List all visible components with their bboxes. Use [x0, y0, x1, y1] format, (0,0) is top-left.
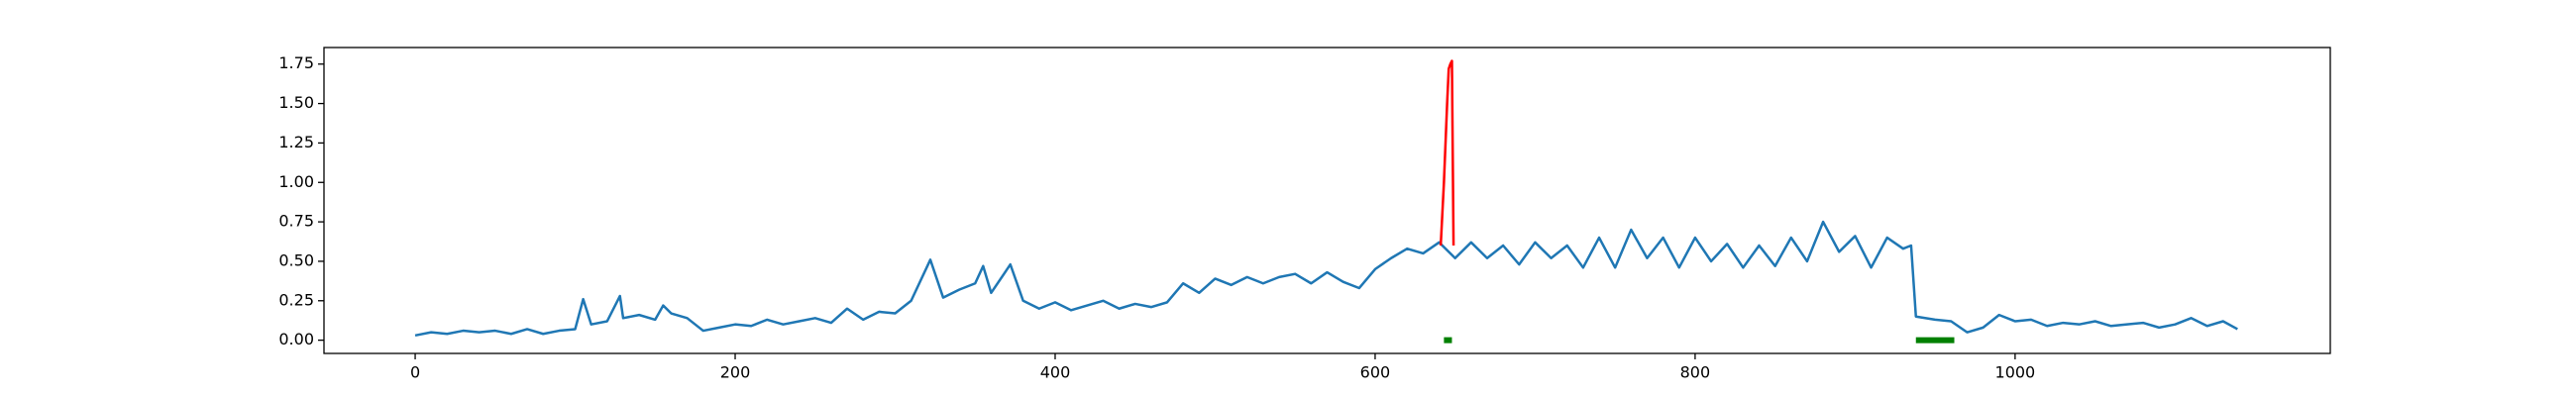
- x-tick-label: 1000: [1995, 363, 2036, 382]
- x-tick-label: 600: [1360, 363, 1391, 382]
- series-line: [414, 220, 2238, 338]
- y-tick-label: 0.50: [278, 250, 314, 269]
- series-line: [1439, 59, 1455, 247]
- x-tick-label: 400: [1040, 363, 1071, 382]
- x-tick-label: 0: [410, 363, 420, 382]
- x-tick-label: 200: [720, 363, 751, 382]
- plot-frame: [323, 47, 2331, 354]
- y-tick-label: 1.50: [278, 93, 314, 112]
- y-tick-label: 1.75: [278, 53, 314, 72]
- x-tick-label: 800: [1680, 363, 1711, 382]
- y-tick-label: 1.00: [278, 172, 314, 191]
- y-tick-label: 0.75: [278, 212, 314, 231]
- y-tick-label: 1.25: [278, 133, 314, 151]
- y-tick-label: 0.00: [278, 330, 314, 348]
- y-tick-label: 0.25: [278, 290, 314, 309]
